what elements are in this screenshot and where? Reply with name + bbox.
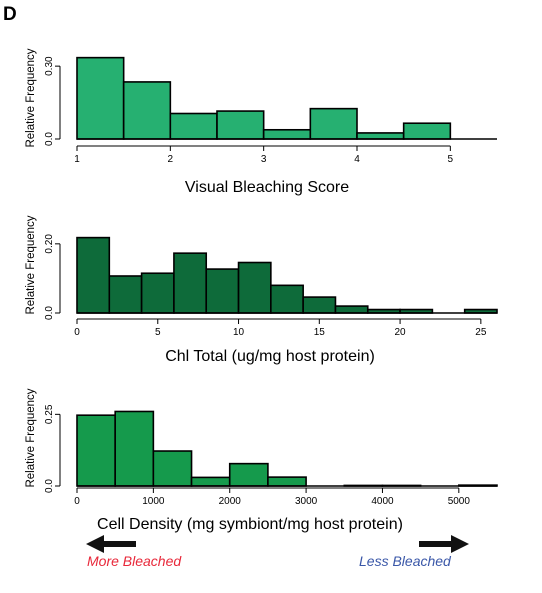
x-tick-label: 1000 [142,496,165,507]
chl-total-bars [76,236,498,314]
cell-density-axes: 0 1000 2000 3000 4000 5000 0.0 0.25 [44,404,470,507]
x-tick-label: 0 [74,327,80,338]
visual-bleaching-ylabel: Relative Frequency [25,48,37,147]
histogram-bar [267,476,307,487]
x-tick-label: 0 [74,496,80,507]
histogram-bar [190,476,231,487]
x-tick-label: 3000 [295,496,318,507]
y-tick-label: 0.0 [44,479,55,493]
y-tick-label: 0.30 [44,56,55,76]
chl-total-ylabel: Relative Frequency [25,215,37,314]
y-tick-label: 0.0 [44,306,55,320]
cell-density-ylabel: Relative Frequency [25,388,37,487]
histogram-bar [237,261,272,314]
panel-chl-total: 0 5 10 15 20 25 0.0 0.20 Relative Frequency Chl… [25,215,498,365]
histogram-bar [76,414,116,487]
histogram-bar [76,236,111,314]
x-tick-label: 10 [233,327,245,338]
more-bleached-arrow [86,535,136,553]
y-tick-label: 0.25 [44,404,55,424]
visual-bleaching-axes: 1 2 3 4 5 0.0 0.30 [44,56,454,165]
histogram-bar [262,128,312,140]
chl-total-xlabel: Chl Total (ug/mg host protein) [165,348,375,365]
histogram-bar [122,81,172,140]
x-tick-label: 4 [354,154,360,165]
x-tick-label: 20 [395,327,407,338]
x-tick-label: 5 [155,327,161,338]
visual-bleaching-xlabel: Visual Bleaching Score [185,179,349,196]
histogram-bar [205,268,240,314]
x-tick-label: 2 [168,154,174,165]
visual-bleaching-bars [76,56,497,140]
more-bleached-label: More Bleached [87,553,182,569]
histogram-bar [334,305,369,314]
x-tick-label: 3 [261,154,267,165]
histogram-bar [140,272,175,314]
histogram-bar [169,112,218,140]
histogram-bar [108,275,143,314]
x-tick-label: 5000 [448,496,471,507]
histogram-bar [76,56,125,140]
y-tick-label: 0.0 [44,132,55,146]
y-tick-label: 0.20 [44,234,55,254]
histogram-bar [302,296,337,314]
histogram-bar [114,410,155,487]
panel-cell-density: 0 1000 2000 3000 4000 5000 0.0 0.25 Relative Fr… [25,388,498,533]
panel-letter: D [3,4,17,25]
less-bleached-arrow [419,535,469,553]
chl-total-axes: 0 5 10 15 20 25 0.0 0.20 [44,234,487,338]
histogram-bar [356,132,405,140]
x-tick-label: 15 [314,327,326,338]
histogram-bar [152,450,193,487]
less-bleached-label: Less Bleached [359,553,452,569]
x-tick-label: 2000 [219,496,242,507]
x-tick-label: 5 [448,154,454,165]
histogram-bar [228,462,269,487]
panel-visual-bleaching: 1 2 3 4 5 0.0 0.30 Relative Frequency Visual B… [25,48,497,196]
histogram-bar [216,110,265,140]
cell-density-xlabel: Cell Density (mg symbiont/mg host protei… [97,516,403,533]
cell-density-bars [76,410,498,487]
histogram-bar [173,252,208,314]
x-tick-label: 1 [74,154,80,165]
histogram-bar [309,107,358,140]
x-tick-label: 25 [475,327,487,338]
x-tick-label: 4000 [371,496,394,507]
histogram-bar [270,284,304,314]
histogram-bar [402,122,452,140]
